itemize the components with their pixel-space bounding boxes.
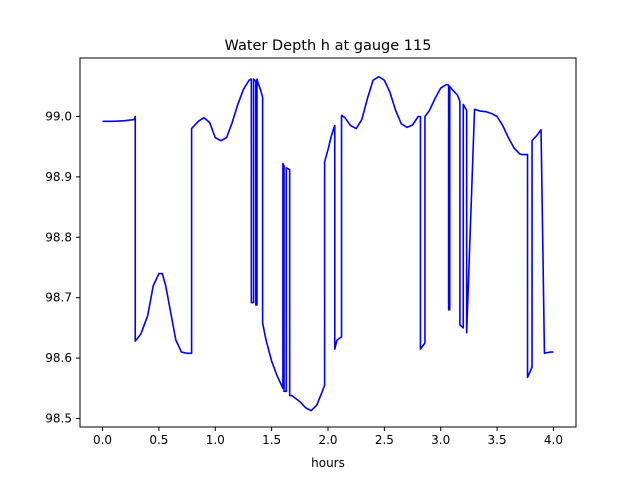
y-tick-label: 98.6 [45, 351, 72, 365]
y-tick-label: 98.5 [45, 412, 72, 426]
x-tick-label: 0.0 [93, 433, 112, 447]
axes: 0.0 0.5 1.0 1.5 2.0 2.5 3.0 3.5 4.0 98.5 98.6 98.7 9… [45, 57, 577, 447]
x-tick-label: 3.0 [431, 433, 450, 447]
y-tick-label: 98.9 [45, 170, 72, 184]
x-tick-label: 2.5 [375, 433, 394, 447]
y-tick-label: 98.8 [45, 230, 72, 244]
y-tick-label: 98.7 [45, 291, 72, 305]
x-tick-label: 1.5 [262, 433, 281, 447]
x-tick-label: 2.0 [318, 433, 337, 447]
series-line-1 [102, 75, 554, 412]
x-tick-label: 4.0 [544, 433, 563, 447]
y-tick-label: 99.0 [45, 110, 72, 124]
x-tick-label: 0.5 [149, 433, 168, 447]
x-tick-label: 3.5 [488, 433, 507, 447]
plot-area [102, 75, 554, 412]
x-tick-label: 1.0 [206, 433, 225, 447]
chart-title: Water Depth h at gauge 115 [225, 38, 432, 54]
x-axis-label: hours [311, 456, 345, 470]
